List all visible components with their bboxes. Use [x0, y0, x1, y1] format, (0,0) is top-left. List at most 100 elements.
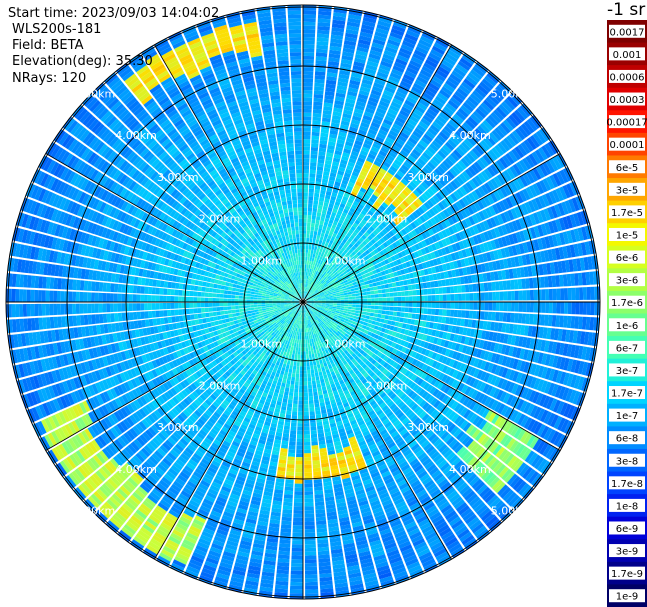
radar-cell — [372, 142, 381, 150]
radar-cell — [439, 302, 444, 309]
radar-cell — [313, 471, 322, 476]
radar-cell — [382, 297, 387, 302]
radar-cell — [312, 460, 320, 465]
radar-cell — [304, 513, 315, 518]
radar-cell — [373, 160, 382, 167]
radar-cell — [354, 104, 365, 111]
radar-cell — [311, 445, 319, 450]
radar-cell — [350, 76, 362, 83]
radar-cell — [375, 27, 389, 35]
radar-cell — [322, 237, 327, 242]
radar-cell — [311, 380, 316, 385]
radar-cell — [295, 468, 303, 473]
radar-cell — [310, 346, 314, 351]
radar-cell — [416, 302, 421, 308]
radar-cell — [333, 12, 347, 18]
radar-cell — [303, 127, 311, 132]
radar-cell — [571, 287, 576, 300]
radar-cell — [324, 98, 334, 104]
radar-cell — [368, 170, 376, 177]
radar-cell — [303, 86, 313, 91]
radar-cell — [427, 295, 432, 302]
radar-cell — [303, 404, 309, 408]
radar-cell — [317, 18, 331, 24]
radar-cell — [499, 312, 504, 322]
radar-cell — [378, 194, 386, 202]
radar-cell — [366, 173, 374, 181]
radar-cell — [373, 286, 378, 291]
radar-cell — [408, 290, 413, 296]
radar-cell — [360, 219, 367, 225]
radar-cell — [307, 256, 310, 261]
radar-cell — [390, 28, 405, 37]
radar-cell — [338, 73, 350, 80]
radar-cell — [401, 296, 406, 302]
radar-cell — [322, 249, 326, 254]
radar-cell — [321, 265, 326, 271]
radar-cell — [292, 403, 298, 408]
radar-cell — [321, 600, 335, 605]
radar-cell — [296, 445, 303, 450]
radar-cell — [342, 113, 352, 119]
radar-cell — [339, 203, 346, 209]
radar-cell — [369, 184, 377, 191]
radar-cell — [306, 279, 308, 284]
radar-cell — [342, 196, 349, 202]
radar-cell — [332, 157, 341, 163]
radar-cell — [305, 245, 309, 250]
radar-cell — [602, 286, 606, 300]
radar-cell — [346, 232, 352, 238]
radar-cell — [366, 291, 371, 295]
radar-cell — [360, 209, 367, 216]
radar-cell — [336, 210, 343, 216]
radar-cell — [392, 176, 400, 184]
radar-cell — [408, 296, 413, 302]
radar-cell — [315, 219, 320, 225]
radar-cell — [332, 161, 340, 167]
radar-cell — [472, 310, 477, 319]
radar-cell — [407, 63, 420, 72]
radar-cell — [325, 263, 330, 269]
radar-cell — [303, 78, 314, 83]
radar-cell — [441, 316, 447, 324]
radar-cell — [322, 110, 332, 115]
radar-cell — [360, 317, 366, 322]
radar-cell — [378, 293, 383, 298]
radar-cell — [287, 456, 295, 461]
radar-cell — [360, 122, 370, 129]
radar-cell — [303, 222, 307, 227]
radar-cell — [351, 204, 358, 210]
radar-cell — [343, 105, 354, 112]
radar-cell — [412, 307, 417, 313]
radar-cell — [303, 347, 306, 352]
radar-cell — [306, 291, 309, 296]
radar-cell — [431, 75, 444, 85]
radar-cell — [304, 540, 316, 545]
radar-cell — [340, 62, 352, 69]
radar-cell — [297, 430, 303, 435]
radar-cell — [404, 285, 409, 291]
radar-cell — [446, 294, 451, 301]
radar-cell — [309, 272, 313, 277]
radar-cell — [318, 227, 323, 233]
radar-cell — [407, 313, 413, 319]
radar-cell — [370, 46, 384, 53]
radar-cell — [362, 308, 367, 312]
radar-cell — [416, 76, 429, 85]
radar-cell — [426, 55, 440, 65]
radar-cell — [317, 208, 322, 213]
radar-cell — [316, 263, 320, 268]
radar-cell — [304, 457, 312, 461]
radar-cell — [314, 494, 324, 499]
radar-cell — [366, 60, 379, 68]
radar-cell — [305, 335, 307, 340]
radar-cell — [315, 60, 327, 65]
radar-cell — [307, 287, 310, 292]
radar-cell — [410, 111, 422, 121]
radar-cell — [303, 67, 314, 72]
radar-cell — [305, 291, 307, 295]
radar-cell — [303, 0, 317, 3]
radar-cell — [294, 354, 298, 359]
radar-cell — [285, 479, 294, 484]
radar-cell — [347, 210, 354, 217]
